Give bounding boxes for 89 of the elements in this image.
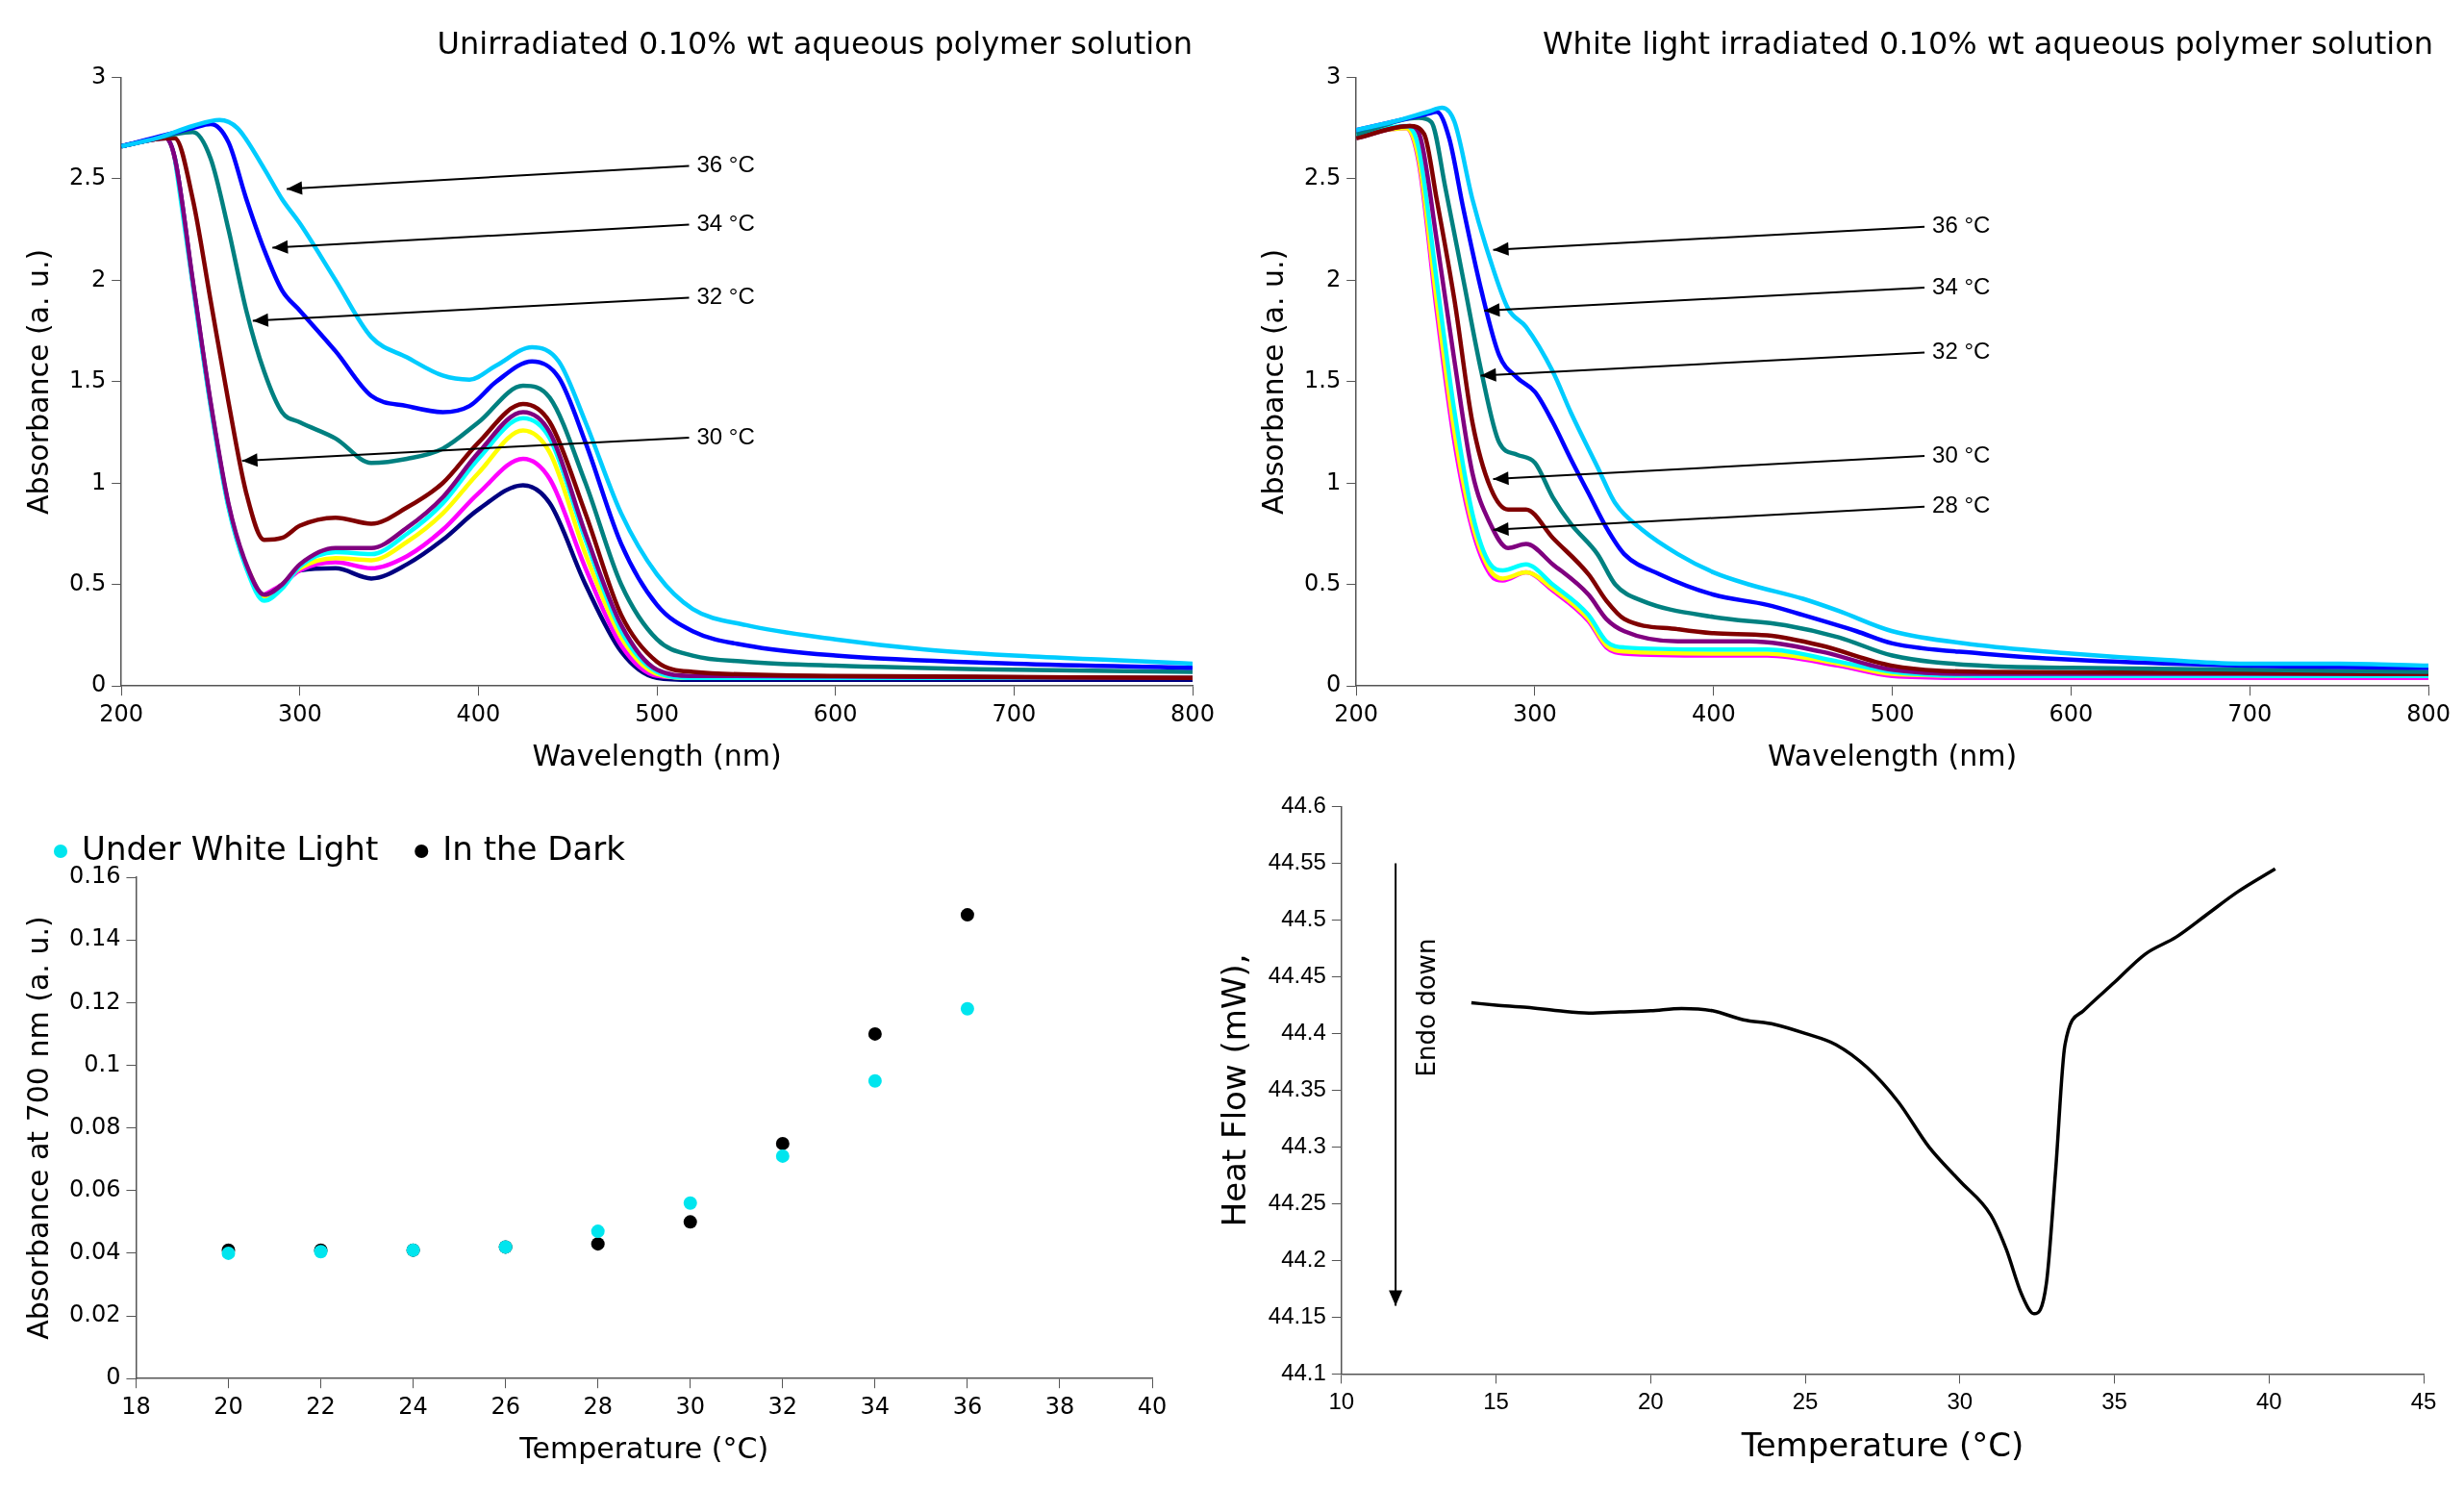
annotation: 36 °C xyxy=(1932,212,1991,239)
x-tick-label: 36 xyxy=(952,1392,983,1420)
legend-label: In the Dark xyxy=(442,828,626,868)
x-tick-label: 20 xyxy=(214,1392,243,1420)
x-axis-title: Wavelength (nm) xyxy=(1768,738,2018,772)
y-tick-label: 2 xyxy=(90,265,107,292)
x-tick-label: 700 xyxy=(2227,699,2273,727)
y-tick-label: 44.55 xyxy=(1268,848,1326,875)
x-tick-label: 300 xyxy=(1513,699,1557,727)
y-tick-label: 44.4 xyxy=(1281,1019,1326,1046)
y-tick-label: 0.04 xyxy=(69,1238,121,1266)
y-tick-label: 44.25 xyxy=(1268,1189,1326,1216)
x-tick-label: 32 xyxy=(767,1392,798,1420)
x-tick-label: 34 xyxy=(860,1392,891,1420)
y-tick-label: 3 xyxy=(90,62,107,89)
x-tick-label: 22 xyxy=(306,1392,336,1420)
x-tick-label: 15 xyxy=(1483,1388,1509,1415)
y-tick-label: 0 xyxy=(106,1363,121,1391)
x-tick-label: 300 xyxy=(277,699,322,727)
x-axis-title: Temperature (°C) xyxy=(518,1430,769,1465)
y-axis-title: Absorbance (a. u.) xyxy=(20,248,55,515)
annotation: 34 °C xyxy=(696,210,755,237)
x-tick-label: 25 xyxy=(1792,1388,1819,1415)
annotation: 32 °C xyxy=(1932,338,1991,365)
annotation: 36 °C xyxy=(696,151,755,178)
x-tick-label: 35 xyxy=(2101,1388,2127,1415)
x-tick-label: 200 xyxy=(1334,699,1379,727)
annotation: 30 °C xyxy=(696,422,755,449)
y-tick-label: 1.5 xyxy=(1304,366,1342,394)
x-tick-label: 200 xyxy=(99,699,144,727)
y-tick-label: 2.5 xyxy=(1304,164,1342,191)
x-tick-label: 26 xyxy=(490,1392,520,1420)
x-tick-label: 600 xyxy=(2049,699,2094,727)
x-tick-label: 18 xyxy=(121,1392,151,1420)
y-tick-label: 44.6 xyxy=(1281,792,1326,819)
y-tick-label: 44.35 xyxy=(1268,1075,1326,1102)
annotation: 34 °C xyxy=(1932,272,1991,299)
y-tick-label: 0.02 xyxy=(69,1300,121,1328)
annotation: 32 °C xyxy=(696,283,755,310)
y-tick-label: 3 xyxy=(1325,62,1342,89)
x-tick-label: 500 xyxy=(1870,699,1915,727)
x-tick-label: 20 xyxy=(1637,1388,1664,1415)
x-tick-label: 500 xyxy=(635,699,679,727)
y-tick-label: 1.5 xyxy=(69,366,107,394)
x-tick-label: 40 xyxy=(2255,1388,2282,1415)
y-tick-label: 44.45 xyxy=(1268,962,1326,989)
y-tick-label: 0 xyxy=(1325,670,1342,698)
annotation: 30 °C xyxy=(1932,441,1991,467)
x-tick-label: 28 xyxy=(583,1392,613,1420)
y-axis-title: Absorbance (a. u.) xyxy=(1255,248,1290,515)
y-tick-label: 0.08 xyxy=(69,1112,121,1140)
y-tick-label: 2 xyxy=(1325,265,1342,292)
y-tick-label: 44.3 xyxy=(1281,1132,1326,1159)
x-tick-label: 400 xyxy=(1691,699,1736,727)
x-tick-label: 30 xyxy=(675,1392,706,1420)
x-tick-label: 400 xyxy=(456,699,501,727)
y-tick-label: 0.14 xyxy=(69,924,121,952)
x-tick-label: 40 xyxy=(1137,1392,1168,1420)
annotation: Endo down xyxy=(1411,938,1441,1077)
x-tick-label: 10 xyxy=(1328,1388,1355,1415)
x-tick-label: 700 xyxy=(992,699,1037,727)
y-axis-title: Heat Flow (mW), xyxy=(1215,953,1254,1227)
y-tick-label: 44.15 xyxy=(1268,1302,1326,1329)
x-axis-title: Temperature (°C) xyxy=(1740,1426,2024,1465)
y-tick-label: 1 xyxy=(1325,467,1342,495)
y-tick-label: 0.06 xyxy=(69,1174,121,1202)
x-tick-label: 800 xyxy=(2406,699,2451,727)
chart-title: White light irradiated 0.10% wt aqueous polymer solution xyxy=(1542,24,2433,62)
x-axis-title: Wavelength (nm) xyxy=(532,738,782,772)
y-tick-label: 0.5 xyxy=(1304,568,1342,596)
y-tick-label: 0.16 xyxy=(69,862,121,890)
y-tick-label: 44.2 xyxy=(1281,1246,1326,1273)
y-tick-label: 0 xyxy=(90,670,107,698)
x-tick-label: 600 xyxy=(813,699,858,727)
annotation: 28 °C xyxy=(1932,492,1991,518)
x-tick-label: 30 xyxy=(1947,1388,1974,1415)
x-tick-label: 24 xyxy=(398,1392,428,1420)
y-tick-label: 1 xyxy=(90,467,107,495)
x-tick-label: 45 xyxy=(2410,1388,2437,1415)
y-tick-label: 0.12 xyxy=(69,987,121,1015)
y-tick-label: 0.1 xyxy=(84,1049,121,1077)
y-tick-label: 44.5 xyxy=(1281,905,1326,932)
x-tick-label: 800 xyxy=(1170,699,1215,727)
x-tick-label: 38 xyxy=(1044,1392,1075,1420)
y-tick-label: 44.1 xyxy=(1281,1359,1326,1386)
y-tick-label: 0.5 xyxy=(69,568,107,596)
y-axis-title: Absorbance at 700 nm (a. u.) xyxy=(20,916,55,1340)
chart-title: Unirradiated 0.10% wt aqueous polymer solution xyxy=(437,24,1193,62)
y-tick-label: 2.5 xyxy=(69,164,107,191)
